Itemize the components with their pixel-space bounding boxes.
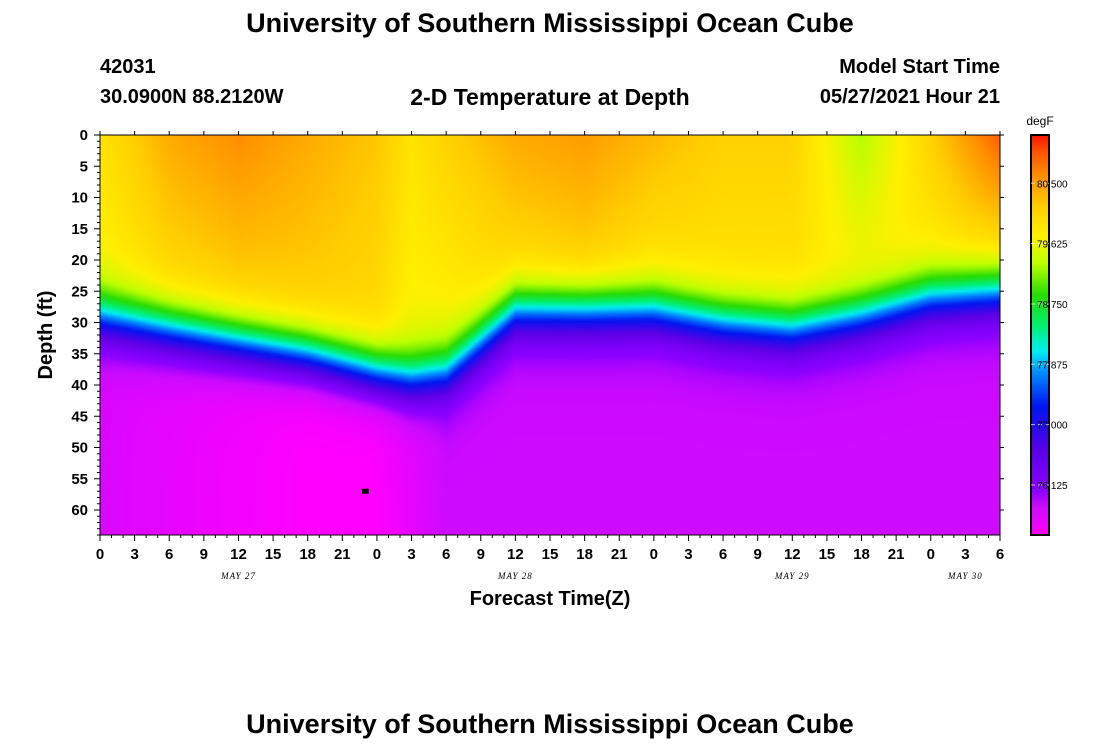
y-tick-label: 20 xyxy=(71,252,88,269)
x-tick-label: 21 xyxy=(611,546,628,563)
x-date-label: MAY 28 xyxy=(497,571,533,581)
x-tick-label: 21 xyxy=(888,546,905,563)
y-tick-label: 0 xyxy=(80,127,88,144)
x-date-label: MAY 30 xyxy=(947,571,983,581)
y-tick-label: 55 xyxy=(71,471,88,488)
x-tick-label: 18 xyxy=(299,546,316,563)
x-tick-label: 0 xyxy=(927,546,935,563)
y-tick-label: 50 xyxy=(71,440,88,457)
y-tick-label: 60 xyxy=(71,502,88,519)
y-tick-label: 45 xyxy=(71,408,88,425)
y-tick-label: 30 xyxy=(71,315,88,332)
colorbar-tick-label: 80.500 xyxy=(1037,179,1068,190)
x-tick-label: 15 xyxy=(542,546,559,563)
x-tick-label: 6 xyxy=(996,546,1004,563)
x-tick-label: 18 xyxy=(576,546,593,563)
model-start-label: Model Start Time xyxy=(839,56,1000,78)
data-marker xyxy=(361,488,369,494)
y-axis-title: Depth (ft) xyxy=(35,291,57,380)
x-tick-label: 9 xyxy=(200,546,208,563)
y-tick-label: 5 xyxy=(80,158,88,175)
station-id: 42031 xyxy=(100,56,156,78)
plot-title: 2-D Temperature at Depth xyxy=(410,84,690,110)
colorbar-unit: degF xyxy=(1026,114,1053,128)
x-tick-label: 3 xyxy=(961,546,969,563)
colorbar-tick-label: 76.125 xyxy=(1037,481,1068,492)
x-tick-label: 0 xyxy=(96,546,104,563)
y-tick-label: 10 xyxy=(71,190,88,207)
x-axis-title: Forecast Time(Z) xyxy=(470,588,631,610)
x-tick-label: 3 xyxy=(684,546,692,563)
x-tick-label: 21 xyxy=(334,546,351,563)
footer-title: University of Southern Mississippi Ocean… xyxy=(246,709,854,739)
x-tick-label: 18 xyxy=(853,546,870,563)
temperature-heatmap xyxy=(100,135,1000,535)
heatmap-raster xyxy=(100,135,1000,535)
x-tick-label: 12 xyxy=(507,546,524,563)
y-tick-label: 25 xyxy=(71,283,88,300)
y-tick-label: 35 xyxy=(71,346,88,363)
x-date-label: MAY 27 xyxy=(220,571,256,581)
x-tick-label: 9 xyxy=(754,546,762,563)
x-tick-label: 6 xyxy=(165,546,173,563)
colorbar xyxy=(1030,134,1050,536)
x-tick-label: 3 xyxy=(130,546,138,563)
x-tick-label: 12 xyxy=(784,546,801,563)
x-tick-label: 6 xyxy=(442,546,450,563)
colorbar-tick-label: 78.750 xyxy=(1037,300,1068,311)
x-tick-label: 0 xyxy=(650,546,658,563)
x-tick-label: 9 xyxy=(477,546,485,563)
plot-frame xyxy=(99,134,1001,536)
x-tick-label: 0 xyxy=(373,546,381,563)
y-tick-label: 15 xyxy=(71,221,88,238)
x-tick-label: 6 xyxy=(719,546,727,563)
page-title: University of Southern Mississippi Ocean… xyxy=(246,8,854,38)
x-tick-label: 15 xyxy=(819,546,836,563)
x-date-label: MAY 29 xyxy=(774,571,810,581)
colorbar-tick-label: 79.625 xyxy=(1037,240,1068,251)
colorbar-tick-label: 77.000 xyxy=(1037,421,1068,432)
x-tick-label: 12 xyxy=(230,546,247,563)
model-start-time: 05/27/2021 Hour 21 xyxy=(819,86,1000,108)
colorbar-tick-label: 77.875 xyxy=(1037,360,1068,371)
x-tick-label: 3 xyxy=(407,546,415,563)
x-tick-label: 15 xyxy=(265,546,282,563)
y-tick-label: 40 xyxy=(71,377,88,394)
station-location: 30.0900N 88.2120W xyxy=(100,86,284,108)
